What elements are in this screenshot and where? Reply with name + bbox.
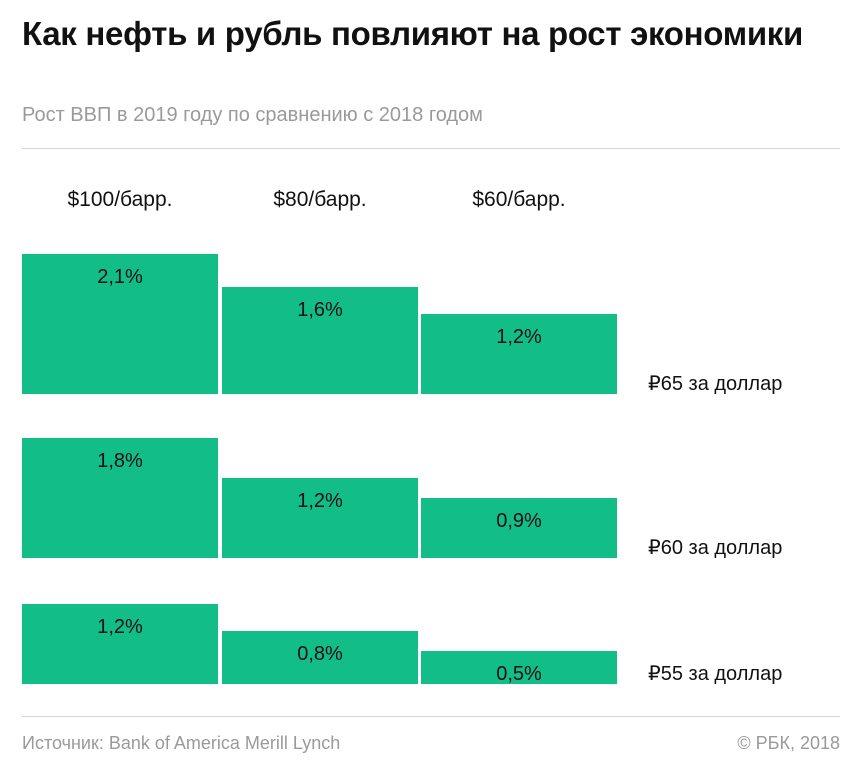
bar xyxy=(421,314,617,394)
bar-value-label: 0,9% xyxy=(496,510,542,532)
bar-value-label: 1,2% xyxy=(496,326,542,348)
series-label: ₽65 за доллар xyxy=(648,373,783,395)
top-divider xyxy=(22,148,840,149)
column-header: $60/барр. xyxy=(472,188,566,211)
bar xyxy=(421,651,617,684)
chart-title: Как нефть и рубль повлияют на рост эконо… xyxy=(22,15,804,52)
bar xyxy=(22,438,218,558)
bar-value-label: 1,8% xyxy=(97,450,143,472)
bar xyxy=(222,478,418,558)
bar xyxy=(421,498,617,558)
bar-value-label: 0,5% xyxy=(496,663,542,685)
bar-value-label: 1,2% xyxy=(297,490,343,512)
bar xyxy=(222,631,418,684)
source-note: Источник: Bank of America Merill Lynch xyxy=(22,733,341,753)
bar xyxy=(222,287,418,394)
bar-value-label: 1,6% xyxy=(297,299,343,321)
series-label: ₽55 за доллар xyxy=(648,663,783,685)
copyright-note: © РБК, 2018 xyxy=(737,733,840,753)
chart-subtitle: Рост ВВП в 2019 году по сравнению с 2018… xyxy=(22,104,483,126)
bar xyxy=(22,604,218,684)
bar-value-label: 0,8% xyxy=(297,643,343,665)
column-header: $80/барр. xyxy=(273,188,367,211)
bottom-divider xyxy=(22,716,840,717)
series-label: ₽60 за доллар xyxy=(648,537,783,559)
bar xyxy=(22,254,218,394)
column-header: $100/барр. xyxy=(67,188,173,211)
bar-value-label: 1,2% xyxy=(97,616,143,638)
bar-value-label: 2,1% xyxy=(97,266,143,288)
